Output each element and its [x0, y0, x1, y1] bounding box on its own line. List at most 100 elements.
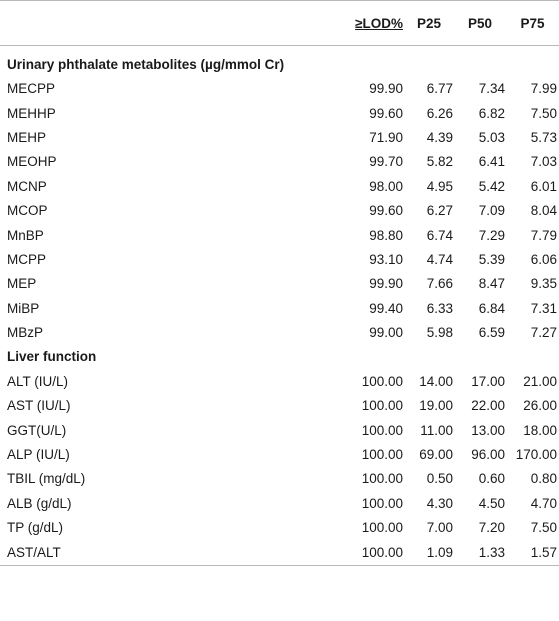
cell-p25: 5.82: [426, 154, 453, 170]
cell-p75: 5.73: [530, 129, 557, 145]
cell-lod: 100.00: [361, 373, 403, 389]
cell-p75: 7.27: [530, 325, 557, 341]
row-label: MCOP: [7, 203, 48, 219]
cell-p75: 6.06: [530, 251, 557, 267]
row-label: ALT (IU/L): [7, 373, 69, 389]
cell-p50: 6.59: [478, 325, 505, 341]
section-title: Liver function: [7, 349, 97, 365]
table-row: AST (IU/L) 100.00 19.00 22.00 26.00: [0, 394, 559, 418]
cell-p75: 26.00: [523, 398, 557, 414]
row-label: AST (IU/L): [7, 398, 71, 414]
cell-p25: 14.00: [419, 373, 453, 389]
cell-p50: 8.47: [478, 276, 505, 292]
table-body: Urinary phthalate metabolites (µg/mmol C…: [0, 46, 559, 566]
row-label: ALB (g/dL): [7, 495, 72, 511]
cell-p75: 6.01: [530, 178, 557, 194]
cell-p50: 4.50: [478, 495, 505, 511]
cell-p75: 7.50: [530, 520, 557, 536]
cell-p25: 6.33: [426, 300, 453, 316]
cell-p25: 69.00: [419, 447, 453, 463]
cell-p25: 4.30: [426, 495, 453, 511]
cell-p75: 4.70: [530, 495, 557, 511]
table-row: ALP (IU/L) 100.00 69.00 96.00 170.00: [0, 442, 559, 466]
cell-p50: 96.00: [471, 447, 505, 463]
table-row: AST/ALT 100.00 1.09 1.33 1.57: [0, 540, 559, 566]
cell-lod: 93.10: [369, 251, 403, 267]
cell-p25: 11.00: [420, 422, 453, 438]
cell-lod: 100.00: [361, 495, 403, 511]
cell-p50: 22.00: [471, 398, 505, 414]
cell-p75: 0.80: [530, 471, 557, 487]
cell-p25: 7.66: [426, 276, 453, 292]
row-label: MEHHP: [7, 105, 56, 121]
row-label: MiBP: [7, 300, 40, 316]
cell-p25: 4.39: [426, 129, 453, 145]
row-label: AST/ALT: [7, 545, 61, 561]
cell-lod: 99.90: [369, 276, 403, 292]
cell-p50: 6.41: [478, 154, 505, 170]
row-label: MEOHP: [7, 154, 57, 170]
cell-p25: 6.74: [426, 227, 453, 243]
cell-lod: 99.60: [369, 105, 403, 121]
cell-p75: 21.00: [523, 373, 557, 389]
cell-p75: 7.03: [530, 154, 557, 170]
cell-p75: 9.35: [530, 276, 557, 292]
cell-p50: 6.84: [478, 300, 505, 316]
cell-lod: 98.00: [369, 178, 403, 194]
cell-lod: 100.00: [361, 545, 403, 561]
cell-p25: 4.95: [426, 178, 453, 194]
header-p50: P50: [467, 15, 493, 31]
row-label: MBzP: [7, 325, 44, 341]
cell-p50: 1.33: [478, 545, 505, 561]
cell-p50: 5.39: [478, 251, 505, 267]
row-label: MEP: [7, 276, 37, 292]
cell-lod: 100.00: [361, 520, 403, 536]
table-row: TP (g/dL) 100.00 7.00 7.20 7.50: [0, 516, 559, 540]
cell-p25: 6.77: [426, 81, 453, 97]
cell-lod: 100.00: [361, 471, 403, 487]
header-label: [0, 1, 337, 46]
cell-p75: 8.04: [530, 203, 557, 219]
header-lod-text: ≥LOD%: [355, 15, 403, 31]
row-label: TBIL (mg/dL): [7, 471, 86, 487]
cell-lod: 99.00: [369, 325, 403, 341]
cell-p25: 0.50: [426, 471, 453, 487]
cell-p75: 7.31: [530, 300, 557, 316]
cell-lod: 100.00: [361, 447, 403, 463]
table-row: MCPP 93.10 4.74 5.39 6.06: [0, 247, 559, 271]
cell-p25: 19.00: [419, 398, 453, 414]
cell-lod: 98.80: [369, 227, 403, 243]
cell-p50: 7.09: [478, 203, 505, 219]
row-label: ALP (IU/L): [7, 447, 70, 463]
table-row: ALB (g/dL) 100.00 4.30 4.50 4.70: [0, 491, 559, 515]
row-label: MCNP: [7, 178, 47, 194]
cell-lod: 99.90: [369, 81, 403, 97]
cell-p50: 7.34: [478, 81, 505, 97]
table-header: ≥LOD% P25 P50 P75: [0, 0, 559, 46]
cell-p25: 5.98: [426, 325, 453, 341]
cell-p50: 17.00: [471, 373, 505, 389]
row-label: GGT(U/L): [7, 422, 67, 438]
cell-p50: 13.00: [471, 422, 505, 438]
cell-p50: 7.29: [478, 227, 505, 243]
table-row: ALT (IU/L) 100.00 14.00 17.00 21.00: [0, 369, 559, 393]
cell-p75: 1.57: [530, 545, 557, 561]
table-row: MBzP 99.00 5.98 6.59 7.27: [0, 320, 559, 344]
cell-p75: 18.00: [523, 422, 557, 438]
table-row: MEOHP 99.70 5.82 6.41 7.03: [0, 150, 559, 174]
table-row: MEP 99.90 7.66 8.47 9.35: [0, 272, 559, 296]
table-row: MnBP 98.80 6.74 7.29 7.79: [0, 223, 559, 247]
row-label: MECPP: [7, 81, 56, 97]
table-row: TBIL (mg/dL) 100.00 0.50 0.60 0.80: [0, 467, 559, 491]
table-row: MCNP 98.00 4.95 5.42 6.01: [0, 174, 559, 198]
cell-p75: 7.79: [530, 227, 557, 243]
cell-p25: 4.74: [426, 251, 453, 267]
table-row: MECPP 99.90 6.77 7.34 7.99: [0, 77, 559, 101]
header-p75: P75: [520, 15, 545, 31]
cell-lod: 99.40: [369, 300, 403, 316]
cell-lod: 71.90: [369, 129, 403, 145]
table-row: GGT(U/L) 100.00 11.00 13.00 18.00: [0, 418, 559, 442]
cell-p25: 7.00: [426, 520, 453, 536]
cell-lod: 99.60: [369, 203, 403, 219]
